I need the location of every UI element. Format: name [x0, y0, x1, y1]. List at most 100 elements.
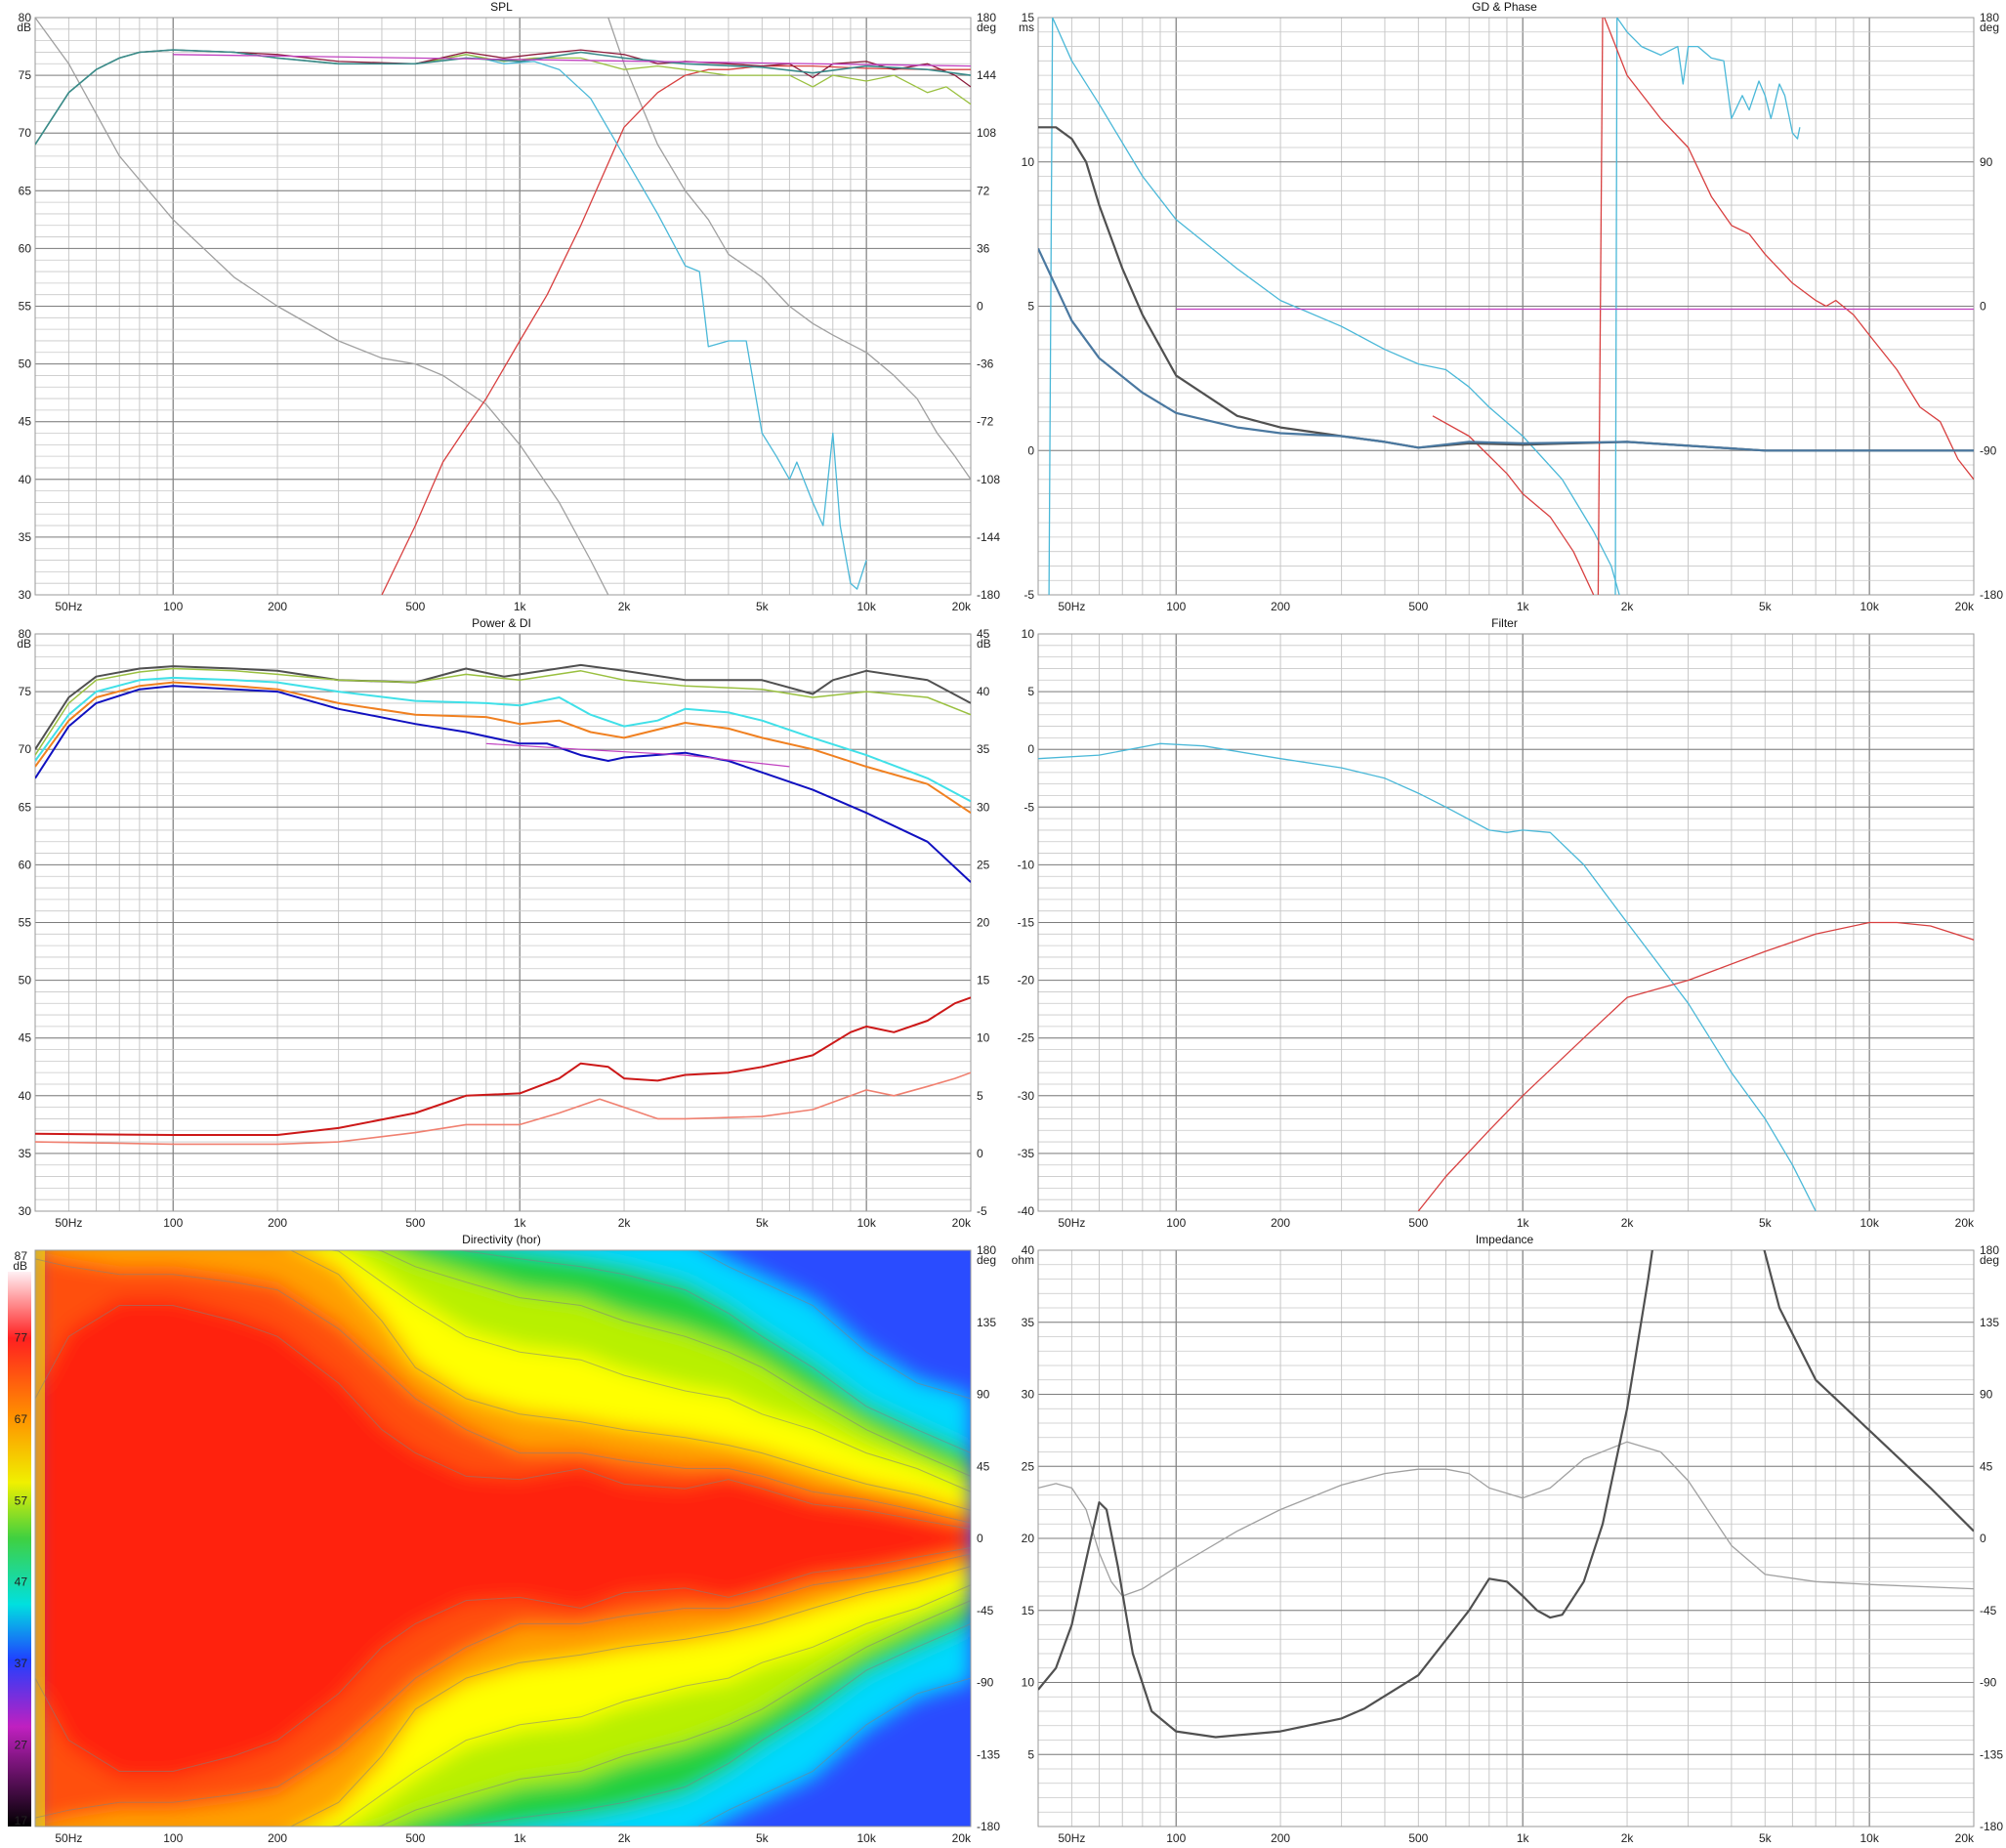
x-tick-label: 1k: [1517, 1831, 1530, 1845]
y2-tick-label: 35: [977, 742, 990, 756]
y-tick-label: 0: [977, 1532, 983, 1545]
contour-line: [456, 1622, 971, 1827]
power-frame: [34, 633, 972, 1212]
y-tick-label: 15: [1022, 1604, 1035, 1617]
y2-tick-label: -90: [1980, 1676, 1997, 1690]
x-tick-label: 200: [268, 1216, 287, 1230]
y2-tick-label: -180: [1980, 1820, 2003, 1833]
y2-tick-label: 0: [1980, 300, 1986, 314]
y-tick-label: 10: [1022, 627, 1035, 641]
impedance-chart: 40 35 30 25 20 15 10 5 ohm 180 135 90 45 0 -45 -90 -135 -…: [1012, 1243, 2004, 1845]
x-tick-label: 2k: [618, 1216, 632, 1230]
y-tick-label: 35: [19, 530, 32, 544]
contour-line: [696, 1677, 971, 1827]
y-tick-label: 60: [19, 241, 32, 255]
y2-tick-label: 72: [977, 184, 990, 197]
y-tick-label: 20: [1022, 1532, 1035, 1545]
y-unit-label: dB: [17, 637, 31, 651]
x-tick-label: 50Hz: [55, 1831, 82, 1845]
series-line-magenta: [173, 54, 971, 67]
y-tick-label: 80: [19, 627, 32, 641]
contour-line: [327, 1584, 971, 1827]
y-tick-label: 70: [19, 742, 32, 756]
y2-tick-label: -45: [1980, 1604, 1997, 1617]
x-tick-label: 1k: [1517, 1216, 1530, 1230]
series-line-magenta: [485, 742, 790, 768]
x-tick-label: 500: [405, 1216, 425, 1230]
series-line-darkred: [35, 996, 971, 1136]
x-tick-label: 10k: [1860, 1831, 1879, 1845]
y2-tick-label: 180: [977, 11, 996, 24]
gd-frame: [1037, 17, 1975, 596]
y-tick-label: 135: [977, 1316, 996, 1329]
power-di-chart: 8075706560555045403530dB4540353025201510…: [17, 627, 990, 1230]
series-line-steel: [1038, 247, 1974, 452]
x-tick-label: 20k: [1955, 1216, 1975, 1230]
x-tick-label: 50Hz: [1058, 1216, 1085, 1230]
x-tick-label: 5k: [756, 1831, 770, 1845]
heat-layers: [35, 1250, 971, 1827]
contour-line: [289, 1566, 971, 1827]
series-line-green: [35, 667, 971, 756]
y-tick-label: -30: [1018, 1089, 1035, 1103]
x-tick-label: 50Hz: [1058, 600, 1085, 613]
colorbar: [8, 1272, 31, 1827]
heat-contours: [35, 1250, 971, 1827]
series-line-blue: [35, 685, 971, 883]
heat-edge: [35, 1250, 45, 1827]
y2-tick-label: -144: [977, 530, 1000, 544]
x-tick-label: 100: [163, 600, 183, 613]
y-tick-label: -35: [1018, 1147, 1035, 1160]
y2-tick-label: -108: [977, 473, 1000, 486]
heat-band: [35, 1298, 971, 1779]
y2-tick-label: 45: [1980, 1459, 1993, 1473]
x-tick-label: 500: [405, 600, 425, 613]
y2-tick-label: 25: [977, 858, 990, 871]
gd-phase-panel: GD & Phase 15 10 5 0 -5 ms 180 90 0 -90 -180 deg 50H…: [1003, 0, 2006, 616]
impedance-frame: [1037, 1249, 1975, 1827]
x-tick-label: 200: [268, 600, 287, 613]
y-tick-label: 15: [1022, 11, 1035, 24]
y2-tick-label: -72: [977, 415, 994, 429]
spl-title: SPL: [490, 0, 513, 14]
y2-tick-label: 36: [977, 241, 990, 255]
contour-line: [327, 1250, 971, 1492]
y2-unit-label: deg: [1980, 21, 1999, 34]
contour-line: [696, 1250, 971, 1400]
x-tick-label: 50Hz: [1058, 1831, 1085, 1845]
x-tick-label: 500: [1408, 600, 1428, 613]
y-tick-label: 75: [19, 68, 32, 82]
y-tick-label: 30: [19, 588, 32, 602]
y-unit-label: ms: [1019, 21, 1034, 34]
y2-tick-label: 40: [977, 685, 990, 698]
y-tick-label: 40: [1022, 1243, 1035, 1257]
x-tick-label: 200: [1271, 1831, 1290, 1845]
y2-tick-label: 30: [977, 800, 990, 814]
colorbar-tick: 17: [15, 1814, 28, 1827]
contour-line: [35, 1547, 971, 1772]
y2-tick-label: -180: [1980, 588, 2003, 602]
y-tick-label: 45: [19, 1031, 32, 1045]
series-line-red: [1417, 921, 1974, 1211]
y-tick-label: 25: [1022, 1459, 1035, 1473]
y-tick-label: 180: [977, 1243, 996, 1257]
gd-phase-title: GD & Phase: [1472, 0, 1537, 14]
y-tick-label: -5: [1024, 588, 1034, 602]
power-di-panel: Power & DI 80 75 70 65 60 55 50 45 40 35 30 dB 45 40 3…: [0, 616, 1003, 1233]
series-line-brightcyan: [35, 676, 971, 803]
y2-tick-label: 0: [977, 300, 983, 314]
series-line-red: [381, 64, 971, 595]
x-tick-label: 1k: [1517, 600, 1530, 613]
x-tick-label: 500: [1408, 1831, 1428, 1845]
x-tick-label: 1k: [514, 600, 527, 613]
y-tick-label: 30: [1022, 1388, 1035, 1402]
y2-tick-label: -180: [977, 588, 1000, 602]
series-line-dark: [1038, 1250, 1653, 1739]
x-tick-label: 20k: [952, 600, 972, 613]
series-line-dark: [1763, 1250, 1974, 1533]
series-line-red: [1604, 18, 1974, 481]
y-tick-label: 0: [1027, 742, 1034, 756]
y2-tick-label: 90: [1980, 1388, 1993, 1402]
directivity-title: Directivity (hor): [462, 1233, 541, 1246]
x-tick-label: 50Hz: [55, 1216, 82, 1230]
